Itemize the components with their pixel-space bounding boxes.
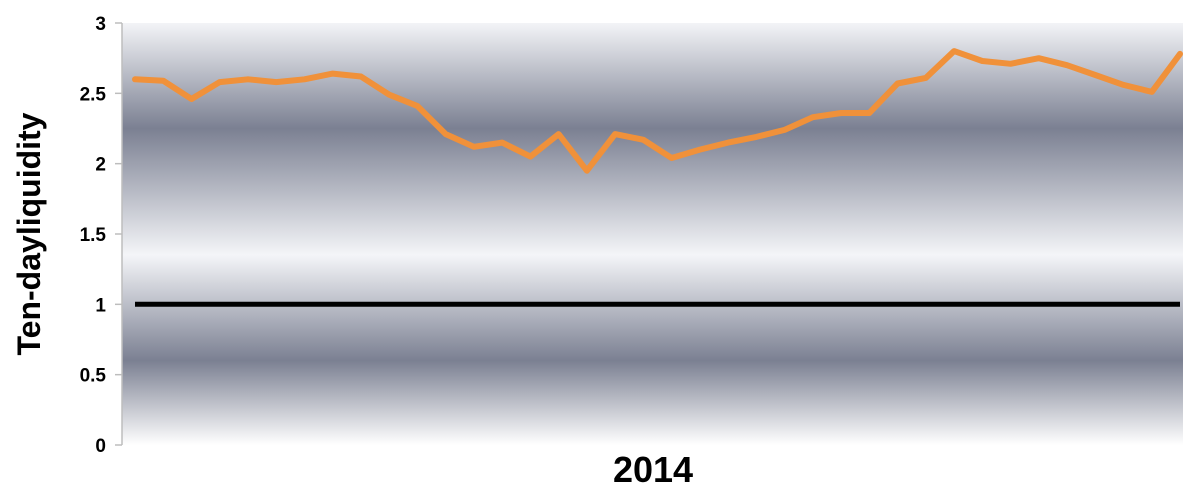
- series-layer: [132, 48, 1183, 307]
- y-tick-label: 2: [95, 155, 106, 176]
- liquidity-series-line: [132, 48, 1183, 174]
- y-axis: 0 0.5 1 1.5 2 2.5 3: [80, 14, 123, 457]
- y-tick-label: 3: [95, 14, 106, 35]
- y-tick-label: 0: [95, 436, 106, 457]
- x-axis-title: 2014: [613, 449, 693, 489]
- y-tick-label: 1: [95, 295, 106, 316]
- y-axis-title: Ten-dayliquidity: [11, 112, 47, 355]
- plot-background: [122, 23, 1183, 445]
- y-tick-label: 2.5: [80, 84, 107, 105]
- y-tick-label: 1.5: [80, 225, 107, 246]
- y-tick-label: 0.5: [80, 366, 107, 387]
